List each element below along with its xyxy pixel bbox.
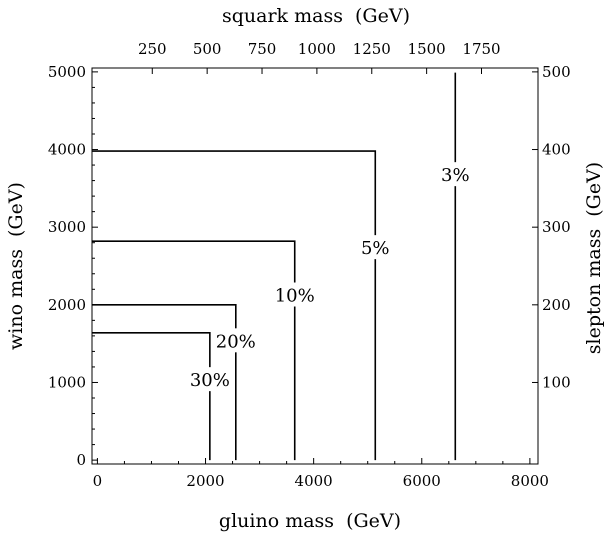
contour-lines bbox=[92, 72, 457, 461]
x-tick-label: 8000 bbox=[511, 472, 549, 490]
right-tick-label: 300 bbox=[542, 218, 571, 236]
contour-label-bg bbox=[218, 328, 253, 353]
top-tick-label: 1250 bbox=[353, 40, 391, 58]
y-axis-title: wino mass (GeV) bbox=[5, 182, 27, 350]
y-tick-label: 5000 bbox=[48, 63, 86, 81]
x-tick-label: 0 bbox=[93, 472, 103, 490]
top-tick-label: 500 bbox=[193, 40, 222, 58]
right-tick-label: 200 bbox=[542, 296, 571, 314]
major-ticks bbox=[92, 68, 538, 464]
x-tick-label: 4000 bbox=[295, 472, 333, 490]
right-tick-label: 100 bbox=[542, 373, 571, 391]
y-tick-label: 1000 bbox=[48, 373, 86, 391]
x-tick-label: 2000 bbox=[186, 472, 224, 490]
y-tick-label: 3000 bbox=[48, 218, 86, 236]
right-tick-label: 500 bbox=[542, 63, 571, 81]
x-axis-title: gluino mass (GeV) bbox=[219, 510, 401, 532]
tick-labels: 0 2000 4000 6000 8000 0 1000 2000 3000 4000 5000 25… bbox=[48, 40, 571, 490]
contour-label: 3% bbox=[441, 165, 470, 186]
contour-label-bg bbox=[277, 282, 312, 307]
y-tick-label: 0 bbox=[76, 451, 86, 469]
x-axis-label: gluino mass bbox=[219, 510, 334, 532]
minor-ticks bbox=[92, 86, 504, 464]
top-tick-label: 250 bbox=[138, 40, 167, 58]
contour-label: 10% bbox=[275, 286, 315, 307]
contour-label: 5% bbox=[361, 238, 390, 259]
contour-line bbox=[92, 150, 377, 461]
plot-frame bbox=[91, 67, 539, 465]
right-tick-label: 400 bbox=[542, 141, 571, 159]
top-axis-label: squark mass bbox=[222, 5, 343, 27]
right-axis-title: slepton mass (GeV) bbox=[583, 162, 605, 354]
contour-line bbox=[92, 331, 211, 461]
top-tick-label: 1500 bbox=[408, 40, 446, 58]
contour-label: 20% bbox=[216, 331, 256, 352]
y-tick-label: 4000 bbox=[48, 141, 86, 159]
contour-label-bg bbox=[363, 235, 388, 260]
right-axis-label: slepton mass bbox=[583, 229, 605, 354]
contour-line bbox=[92, 304, 237, 461]
x-axis-unit: (GeV) bbox=[346, 510, 401, 532]
top-tick-label: 750 bbox=[248, 40, 277, 58]
y-axis-unit: (GeV) bbox=[5, 182, 27, 237]
top-axis-unit: (GeV) bbox=[355, 5, 410, 27]
y-tick-label: 2000 bbox=[48, 296, 86, 314]
top-tick-label: 1750 bbox=[462, 40, 500, 58]
contour-label: 30% bbox=[190, 370, 230, 391]
x-tick-label: 6000 bbox=[403, 472, 441, 490]
contour-label-bg bbox=[192, 367, 227, 392]
y-axis-label: wino mass bbox=[5, 249, 27, 350]
contour-label-bg bbox=[443, 162, 468, 187]
top-tick-label: 1000 bbox=[298, 40, 336, 58]
contour-labels: 30% 20% 10% 5% 3% bbox=[190, 162, 470, 392]
right-axis-unit: (GeV) bbox=[583, 162, 605, 217]
top-axis-title: squark mass (GeV) bbox=[222, 5, 410, 27]
contour-line bbox=[92, 240, 296, 461]
